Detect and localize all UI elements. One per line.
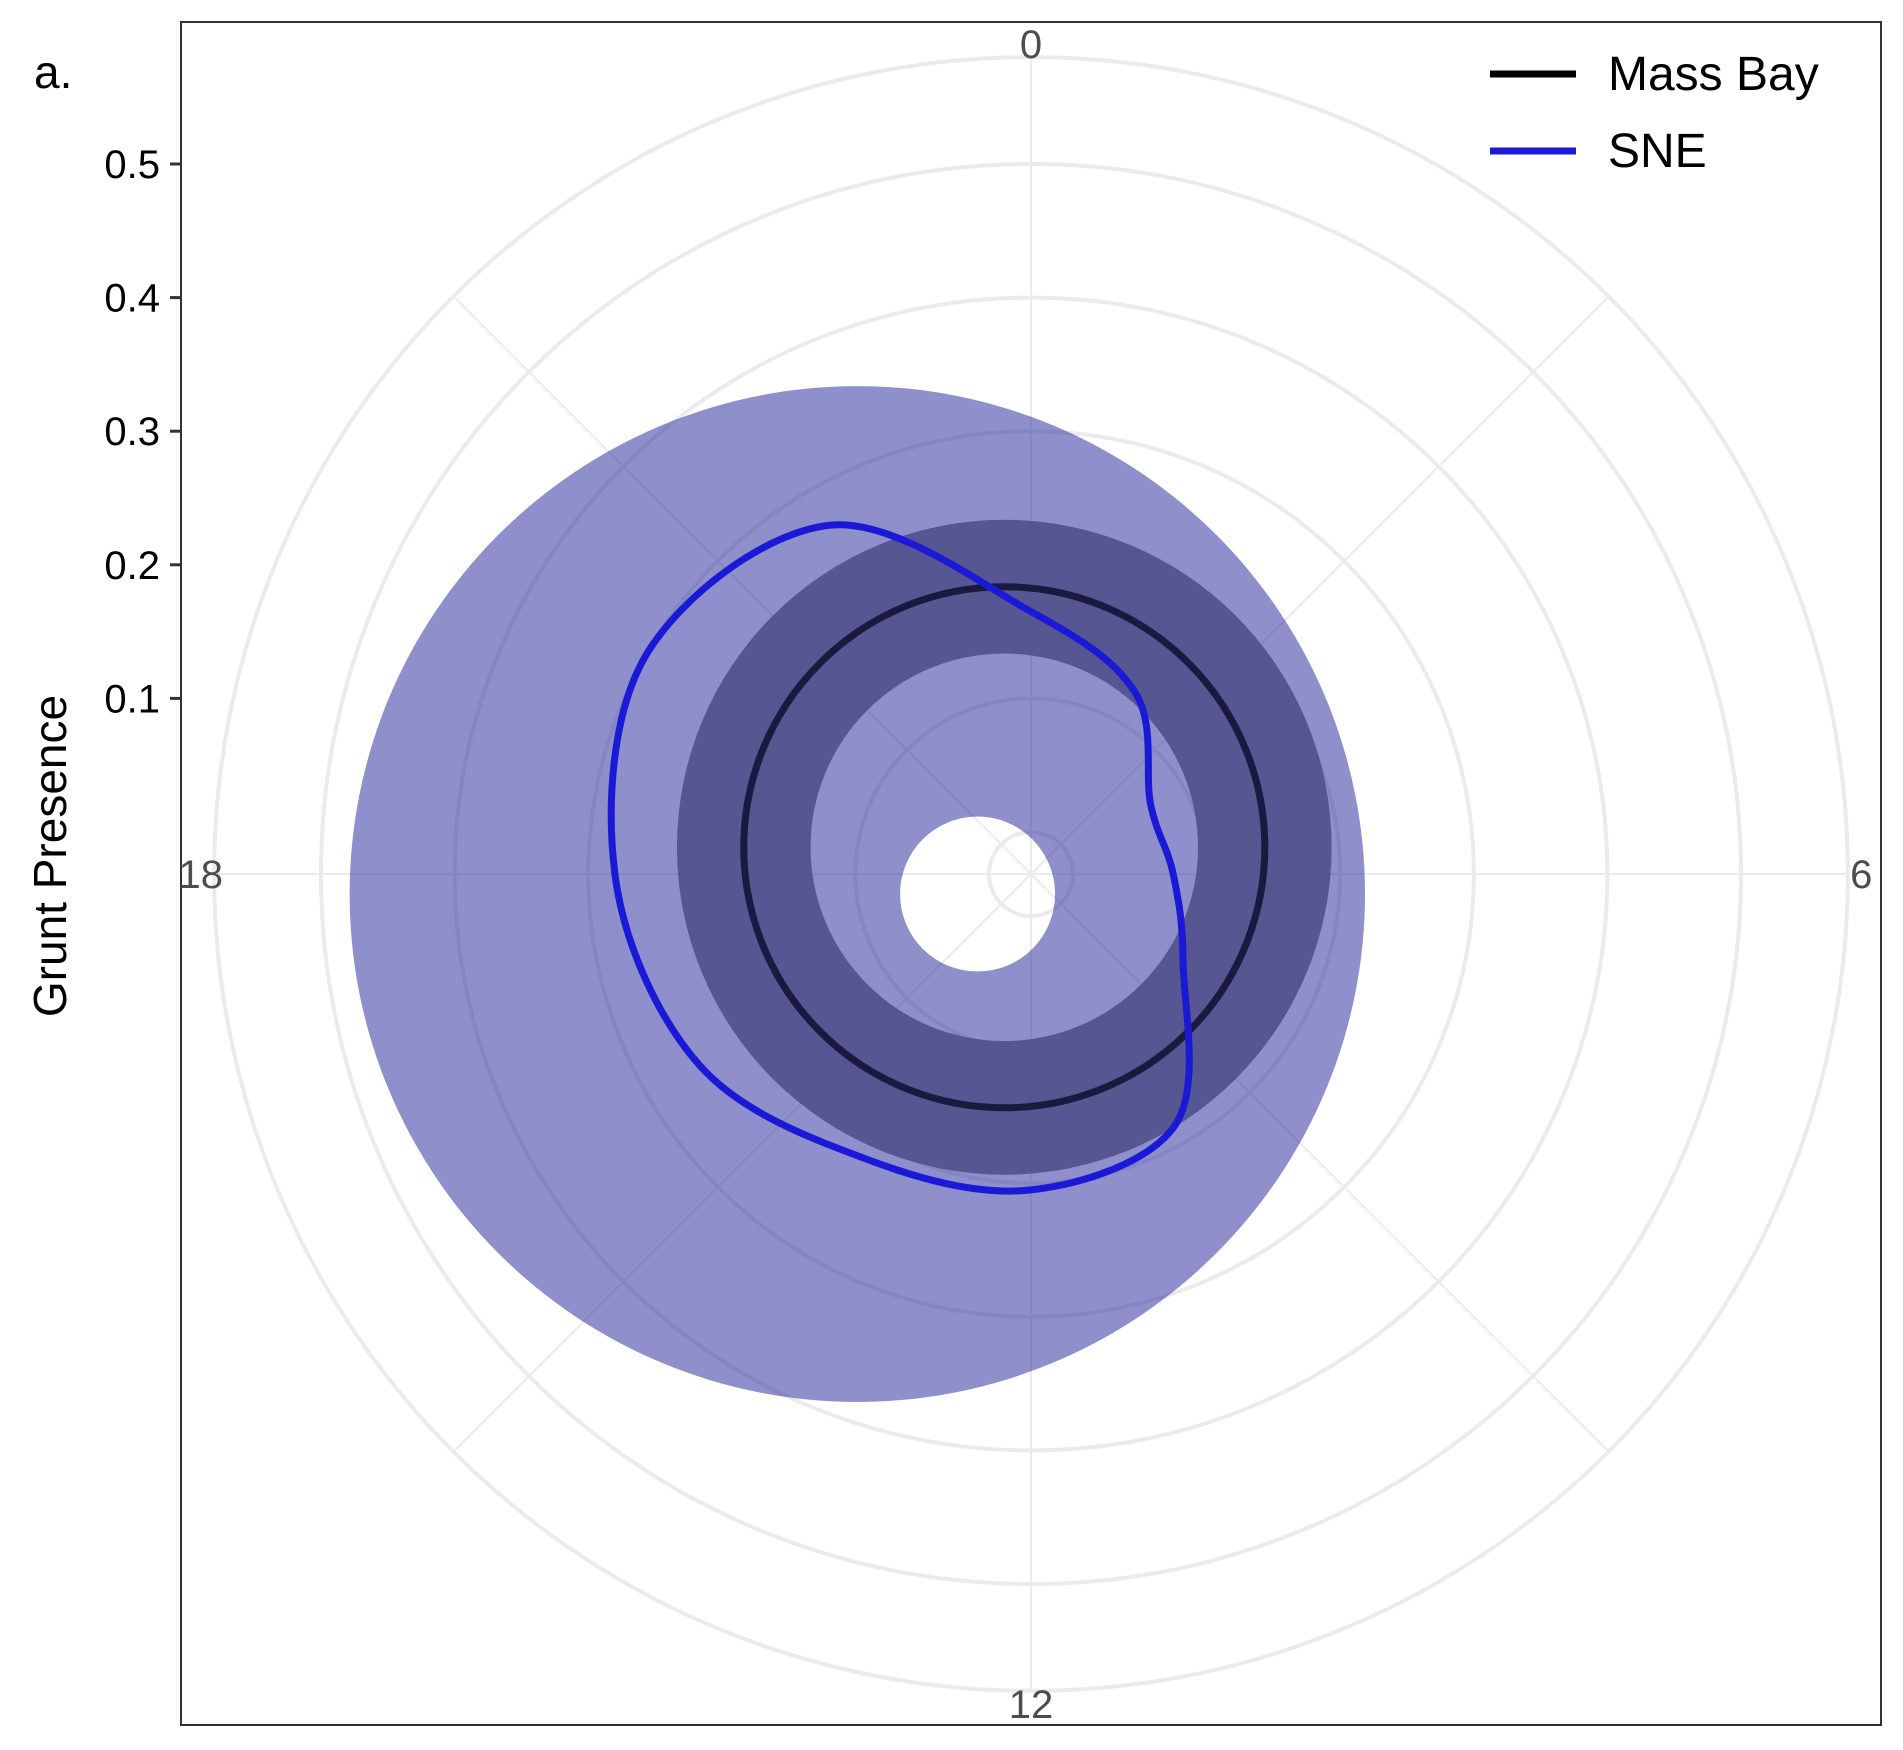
y-tick-label-4: 0.5 xyxy=(104,143,160,187)
theta-tick-6: 6 xyxy=(1850,853,1872,897)
theta-tick-0: 0 xyxy=(1020,23,1042,67)
y-tick-label-2: 0.3 xyxy=(104,410,160,454)
band-sne xyxy=(349,386,1366,1402)
legend-label-sne: SNE xyxy=(1608,125,1707,178)
series-lines xyxy=(607,521,1269,1195)
theta-tick-labels: 0 6 12 18 xyxy=(179,23,1873,1727)
theta-tick-12: 12 xyxy=(1009,1683,1054,1727)
legend-label-mass-bay: Mass Bay xyxy=(1608,48,1819,101)
y-axis: 0.1 0.2 0.3 0.4 0.5 xyxy=(104,143,181,721)
y-tick-label-1: 0.2 xyxy=(104,544,160,588)
panel-label: a. xyxy=(34,46,72,98)
y-axis-title: Grunt Presence xyxy=(24,695,76,1017)
y-tick-label-3: 0.4 xyxy=(104,277,160,321)
theta-tick-18: 18 xyxy=(179,853,224,897)
line-sne xyxy=(607,521,1193,1195)
y-tick-label-0: 0.1 xyxy=(104,677,160,721)
confidence-bands xyxy=(349,386,1366,1402)
legend: Mass Bay SNE xyxy=(1490,48,1819,178)
line-mass-bay xyxy=(740,583,1269,1112)
